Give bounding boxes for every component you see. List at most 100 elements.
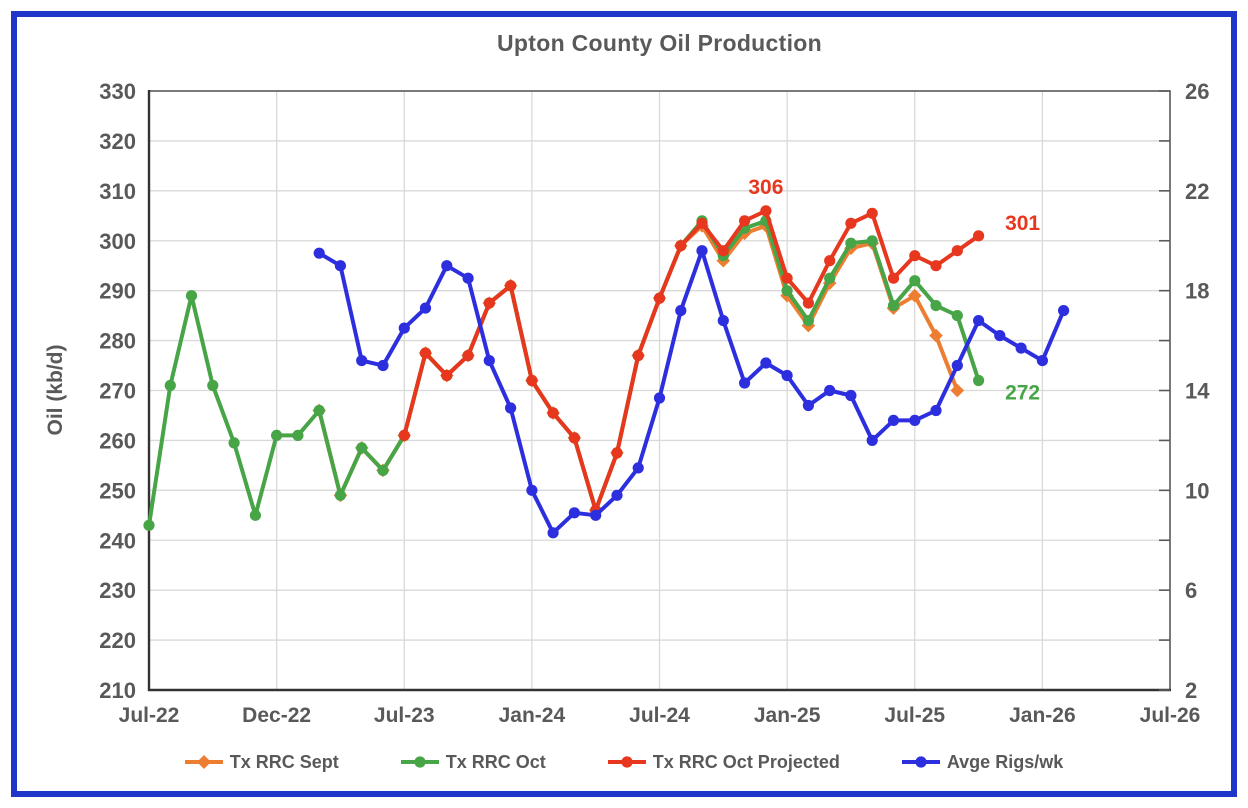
y-left-tick-label: 250 (99, 478, 136, 503)
plot-border (147, 90, 1171, 692)
legend-label-tx-rrc-oct: Tx RRC Oct (445, 751, 546, 772)
data-point-marker (611, 447, 623, 459)
data-point-marker (802, 315, 815, 327)
data-point-marker (292, 429, 304, 441)
y-left-tick-label: 270 (99, 379, 136, 404)
data-point-marker (802, 399, 815, 412)
data-point-marker (824, 255, 836, 267)
data-point-marker (739, 377, 751, 389)
data-point-marker (568, 507, 581, 519)
legend-item-avge-rigs-wk: Avge Rigs/wk (901, 752, 1063, 773)
data-point-marker (313, 404, 325, 417)
data-point-marker (653, 292, 666, 304)
data-point-marker (526, 484, 538, 496)
data-point-marker (717, 245, 729, 257)
data-point-marker (590, 509, 602, 521)
data-point-marker (419, 302, 432, 314)
data-point-marker (930, 404, 942, 417)
data-point-marker (909, 275, 921, 287)
annotation-306: 306 (748, 176, 783, 199)
data-point-marker (377, 464, 389, 476)
data-point-marker (377, 359, 389, 372)
y-left-tick-label: 240 (99, 528, 136, 553)
y-right-tick-label: 2 (1185, 678, 1197, 703)
series-avge-rigs-wk (313, 245, 1070, 539)
chart-legend: Tx RRC Sept Tx RRC Oct Tx RRC Oct Projecte… (0, 746, 1248, 778)
data-point-marker (547, 527, 559, 539)
y-right-tick-label: 18 (1185, 279, 1209, 304)
data-point-marker (143, 519, 155, 531)
x-tick-label: Jul-23 (374, 704, 435, 727)
x-tick-label: Jul-25 (884, 704, 945, 727)
y-left-tick-label: 260 (99, 428, 136, 453)
data-point-marker (1058, 305, 1070, 317)
data-point-marker (483, 297, 495, 309)
data-point-marker (526, 374, 538, 387)
data-point-marker (909, 250, 921, 262)
y-left-tick-labels: 330 320 310 300 290 280 270 260 250 240 230 220 210 (99, 79, 136, 703)
data-point-marker (845, 237, 857, 249)
data-point-marker (185, 290, 198, 302)
data-point-marker (760, 205, 772, 217)
x-tick-label: Jan-24 (499, 704, 566, 727)
x-tick-label: Jan-26 (1009, 704, 1076, 727)
data-point-marker (164, 379, 176, 392)
data-point-marker (717, 315, 729, 327)
data-point-marker (356, 355, 368, 367)
legend-label-tx-rrc-sept: Tx RRC Sept (229, 751, 339, 772)
y-left-tick-label: 220 (99, 628, 136, 653)
data-point-marker (824, 384, 836, 397)
y-right-tick-label: 14 (1185, 379, 1210, 404)
data-point-marker (207, 379, 219, 392)
legend-item-tx-rrc-sept: Tx RRC Sept (184, 751, 339, 773)
data-point-marker (866, 207, 878, 219)
data-point-marker (696, 217, 708, 229)
data-point-marker (632, 462, 644, 474)
y-left-tick-label: 210 (99, 678, 136, 703)
data-point-marker (696, 245, 708, 257)
y-right-tick-label: 26 (1185, 79, 1209, 104)
legend-marker-avge-rigs-wk (901, 756, 940, 768)
data-point-marker (568, 432, 581, 444)
series-tx-rrc-oct-projected (398, 205, 985, 516)
data-point-marker (398, 429, 410, 441)
y-left-tick-label: 230 (99, 578, 136, 603)
data-point-marker (781, 272, 793, 284)
data-point-marker (441, 260, 453, 272)
data-point-marker (950, 383, 965, 398)
y-right-tick-label: 6 (1185, 578, 1197, 603)
y-left-tick-label: 310 (99, 179, 136, 204)
data-point-marker (547, 407, 559, 419)
data-point-marker (675, 240, 687, 252)
y-axis-title: Oil (kb/d) (44, 344, 67, 436)
data-point-marker (887, 414, 900, 426)
data-point-marker (887, 272, 900, 284)
annotation-301: 301 (1005, 212, 1040, 235)
data-point-marker (907, 288, 922, 303)
data-point-marker (505, 402, 517, 414)
data-point-marker (739, 215, 751, 227)
x-tick-label: Dec-22 (242, 704, 311, 727)
series-line-tx-rrc-oct (147, 218, 981, 528)
data-point-marker (271, 429, 283, 441)
series-line-avge-rigs-wk (317, 248, 1066, 535)
legend-label-tx-rrc-oct-projected: Tx RRC Oct Projected (652, 751, 840, 772)
page-border (11, 11, 1237, 797)
y-left-tick-label: 280 (99, 329, 136, 354)
chart-title: Upton County Oil Production (497, 30, 822, 56)
y-left-tick-label: 290 (99, 279, 136, 304)
data-point-marker (1015, 342, 1027, 354)
data-point-marker (356, 442, 368, 454)
data-point-marker (973, 374, 985, 387)
data-point-marker (505, 280, 517, 292)
data-point-marker (802, 297, 815, 309)
data-point-marker (760, 357, 772, 369)
legend-item-tx-rrc-oct-projected: Tx RRC Oct Projected (607, 751, 840, 773)
data-point-marker (909, 414, 921, 426)
data-point-marker (462, 272, 474, 284)
data-point-marker (483, 355, 495, 367)
data-point-marker (441, 369, 453, 382)
legend-marker-tx-rrc-oct-projected (607, 756, 646, 768)
series-tx-rrc-oct (143, 215, 985, 531)
